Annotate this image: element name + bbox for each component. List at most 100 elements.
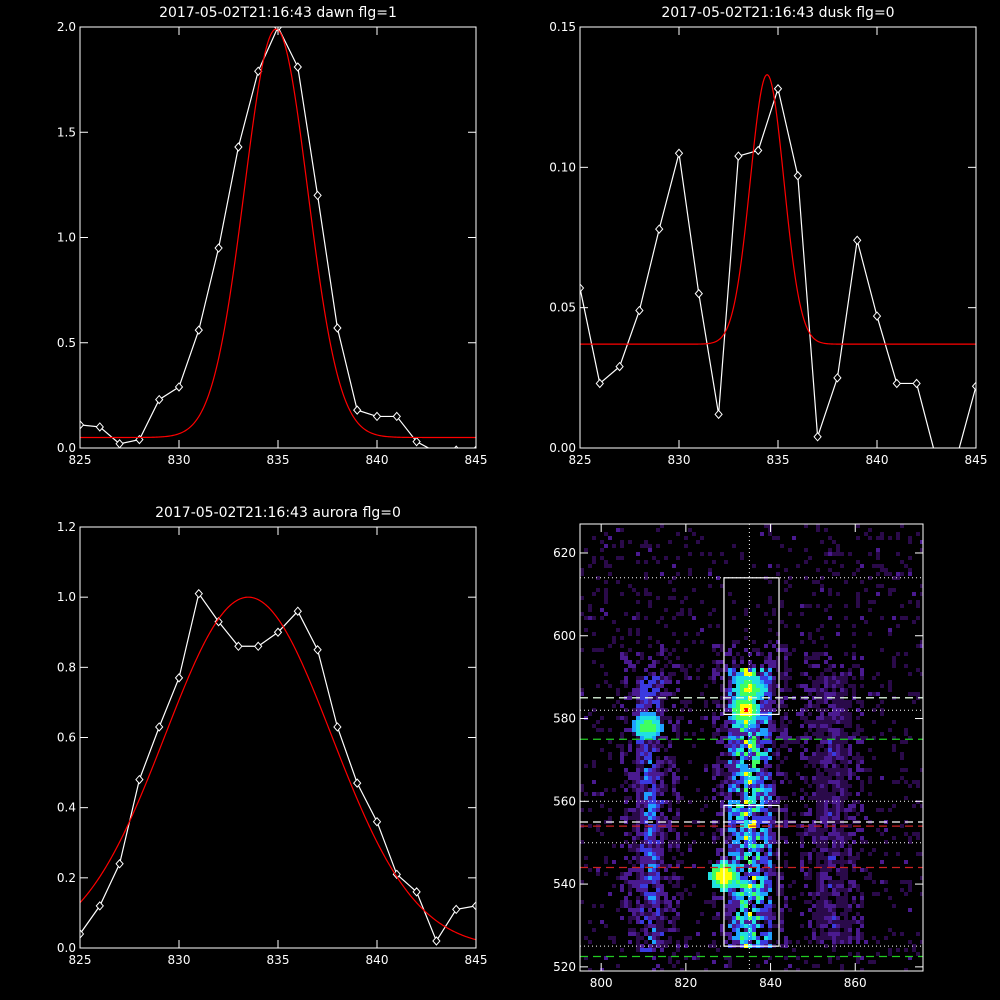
heatmap-cell bbox=[896, 852, 900, 856]
heatmap-cell bbox=[688, 800, 692, 804]
heatmap-cell bbox=[740, 656, 744, 660]
heatmap-cell bbox=[820, 792, 824, 796]
heatmap-cell bbox=[828, 876, 832, 880]
heatmap-cell bbox=[596, 684, 600, 688]
heatmap-cell bbox=[656, 920, 660, 924]
heatmap-cell bbox=[824, 696, 828, 700]
heatmap-cell bbox=[760, 684, 764, 688]
heatmap-cell bbox=[784, 816, 788, 820]
heatmap-cell bbox=[888, 928, 892, 932]
heatmap-cell bbox=[736, 864, 740, 868]
heatmap-cell bbox=[724, 836, 728, 840]
heatmap-cell bbox=[696, 668, 700, 672]
heatmap-cell bbox=[636, 812, 640, 816]
heatmap-cell bbox=[832, 928, 836, 932]
heatmap-cell bbox=[752, 856, 756, 860]
heatmap-cell bbox=[736, 736, 740, 740]
heatmap-cell bbox=[656, 640, 660, 644]
heatmap-cell bbox=[608, 816, 612, 820]
heatmap-cell bbox=[672, 876, 676, 880]
heatmap-cell bbox=[912, 620, 916, 624]
heatmap-cell bbox=[824, 688, 828, 692]
heatmap-cell bbox=[668, 904, 672, 908]
heatmap-cell bbox=[648, 892, 652, 896]
heatmap-cell bbox=[648, 600, 652, 604]
heatmap-cell bbox=[748, 744, 752, 748]
heatmap-cell bbox=[648, 704, 652, 708]
heatmap-cell bbox=[644, 928, 648, 932]
heatmap-cell bbox=[636, 600, 640, 604]
heatmap-cell bbox=[632, 772, 636, 776]
heatmap-cell bbox=[848, 908, 852, 912]
heatmap-cell bbox=[620, 876, 624, 880]
heatmap-cell bbox=[728, 680, 732, 684]
heatmap-cell bbox=[824, 864, 828, 868]
heatmap-cell bbox=[740, 932, 744, 936]
heatmap-cell bbox=[732, 696, 736, 700]
heatmap-cell bbox=[800, 612, 804, 616]
heatmap-cell bbox=[776, 684, 780, 688]
heatmap-cell bbox=[824, 828, 828, 832]
heatmap-cell bbox=[776, 668, 780, 672]
heatmap-cell bbox=[736, 880, 740, 884]
heatmap-cell bbox=[816, 760, 820, 764]
heatmap-cell bbox=[828, 892, 832, 896]
heatmap-cell bbox=[752, 708, 756, 712]
heatmap-cell bbox=[684, 632, 688, 636]
heatmap-cell bbox=[832, 792, 836, 796]
heatmap-cell bbox=[624, 676, 628, 680]
heatmap-cell bbox=[828, 836, 832, 840]
heatmap-cell bbox=[768, 784, 772, 788]
heatmap-cell bbox=[748, 936, 752, 940]
heatmap-cell bbox=[760, 924, 764, 928]
heatmap-cell bbox=[716, 896, 720, 900]
heatmap-cell bbox=[748, 708, 752, 712]
heatmap-cell bbox=[808, 940, 812, 944]
heatmap-cell bbox=[832, 924, 836, 928]
heatmap-cell bbox=[744, 728, 748, 732]
heatmap-cell bbox=[652, 788, 656, 792]
heatmap-cell bbox=[680, 860, 684, 864]
heatmap-cell bbox=[648, 748, 652, 752]
heatmap-cell bbox=[676, 844, 680, 848]
heatmap-cell bbox=[680, 708, 684, 712]
heatmap-cell bbox=[844, 940, 848, 944]
aurora-ytick-label: 1.0 bbox=[57, 590, 76, 604]
heatmap-cell bbox=[696, 952, 700, 956]
heatmap-cell bbox=[704, 796, 708, 800]
heatmap-cell bbox=[784, 728, 788, 732]
heatmap-cell bbox=[660, 860, 664, 864]
heatmap-cell bbox=[784, 956, 788, 960]
heatmap-cell bbox=[644, 836, 648, 840]
heatmap-cell bbox=[756, 704, 760, 708]
heatmap-cell bbox=[832, 832, 836, 836]
heatmap-cell bbox=[760, 652, 764, 656]
heatmap-cell bbox=[848, 792, 852, 796]
heatmap-cell bbox=[620, 528, 624, 532]
heatmap-cell bbox=[676, 808, 680, 812]
heatmap-cell bbox=[628, 664, 632, 668]
heatmap-cell bbox=[620, 760, 624, 764]
heatmap-cell bbox=[776, 840, 780, 844]
heatmap-cell bbox=[640, 696, 644, 700]
heatmap-cell bbox=[664, 768, 668, 772]
heatmap-cell bbox=[588, 604, 592, 608]
heatmap-cell bbox=[828, 780, 832, 784]
heatmap-cell bbox=[880, 712, 884, 716]
heatmap-cell bbox=[644, 676, 648, 680]
heatmap-cell bbox=[684, 544, 688, 548]
heatmap-cell bbox=[816, 892, 820, 896]
dusk-data-point bbox=[754, 145, 763, 156]
heatmap-cell bbox=[760, 744, 764, 748]
heatmap-cell bbox=[828, 552, 832, 556]
heatmap-cell bbox=[708, 860, 712, 864]
heatmap-cell bbox=[736, 816, 740, 820]
heatmap-cell bbox=[652, 948, 656, 952]
heatmap-cell bbox=[608, 644, 612, 648]
heatmap-cell bbox=[648, 916, 652, 920]
heatmap-cell bbox=[636, 708, 640, 712]
heatmap-cell bbox=[596, 648, 600, 652]
heatmap-cell bbox=[840, 884, 844, 888]
heatmap-cell bbox=[900, 524, 904, 528]
heatmap-cell bbox=[832, 684, 836, 688]
